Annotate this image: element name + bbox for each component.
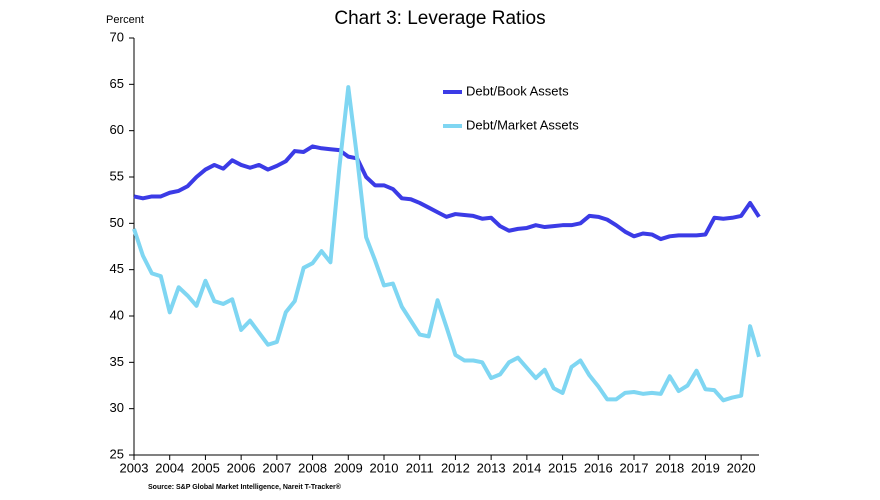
x-tick-label: 2010	[370, 460, 399, 475]
y-tick-label: 25	[110, 446, 124, 461]
x-tick-label: 2008	[298, 460, 327, 475]
x-tick-label: 2020	[727, 460, 756, 475]
y-tick-label: 55	[110, 168, 124, 183]
x-tick-label: 2016	[584, 460, 613, 475]
x-tick-label: 2011	[406, 460, 434, 475]
x-tick-label: 2005	[191, 460, 220, 475]
x-tick-label: 2012	[441, 460, 470, 475]
series-line	[133, 144, 761, 242]
x-tick-label: 2019	[691, 460, 720, 475]
y-tick-label: 30	[110, 400, 124, 415]
x-tick-label: 2013	[477, 460, 506, 475]
x-tick-label: 2015	[548, 460, 577, 475]
chart-title: Chart 3: Leverage Ratios	[334, 8, 545, 29]
y-tick-label: 70	[110, 29, 124, 44]
y-tick-label: 35	[110, 354, 124, 369]
x-tick-label: 2018	[655, 460, 684, 475]
x-tick-label: 2003	[120, 460, 149, 475]
y-tick-label: 60	[110, 122, 124, 137]
x-tick-label: 2004	[155, 460, 184, 475]
y-tick-label: 50	[110, 215, 124, 230]
x-tick-label: 2014	[512, 460, 541, 475]
source-note: Source: S&P Global Market Intelligence, …	[148, 483, 342, 491]
legend-label: Debt/Book Assets	[466, 83, 569, 98]
y-tick-label: 45	[110, 261, 124, 276]
x-tick-label: 2017	[620, 460, 649, 475]
x-tick-label: 2009	[334, 460, 363, 475]
x-tick-label: 2007	[262, 460, 291, 475]
y-tick-label: 40	[110, 307, 124, 322]
x-tick-label: 2006	[227, 460, 256, 475]
y-axis-label: Percent	[106, 14, 144, 26]
y-tick-label: 65	[110, 76, 124, 91]
legend-label: Debt/Market Assets	[466, 117, 579, 132]
series-line	[132, 85, 761, 403]
